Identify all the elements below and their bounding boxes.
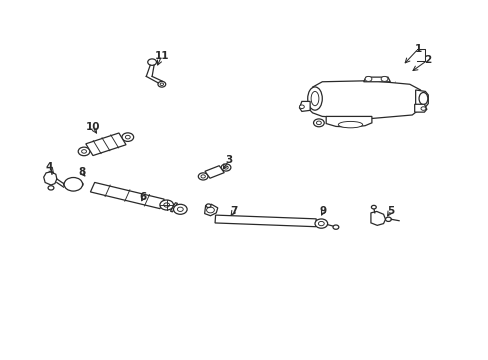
Ellipse shape	[198, 173, 207, 180]
Ellipse shape	[201, 175, 205, 178]
Ellipse shape	[81, 150, 86, 153]
Ellipse shape	[206, 207, 214, 213]
Ellipse shape	[314, 219, 327, 228]
Ellipse shape	[63, 180, 83, 188]
Ellipse shape	[68, 178, 78, 190]
Polygon shape	[170, 203, 177, 212]
Polygon shape	[43, 172, 57, 185]
Polygon shape	[309, 81, 420, 118]
Ellipse shape	[332, 225, 338, 229]
Ellipse shape	[221, 164, 230, 171]
Text: 2: 2	[423, 55, 430, 65]
Ellipse shape	[173, 204, 187, 214]
Polygon shape	[204, 204, 217, 216]
Polygon shape	[90, 183, 164, 209]
Text: 3: 3	[225, 156, 232, 165]
Ellipse shape	[299, 105, 304, 109]
Ellipse shape	[160, 200, 173, 210]
Ellipse shape	[163, 203, 169, 207]
Text: 6: 6	[140, 192, 147, 202]
Ellipse shape	[224, 166, 228, 169]
Polygon shape	[415, 90, 427, 109]
Ellipse shape	[365, 76, 371, 81]
Ellipse shape	[177, 207, 183, 211]
Ellipse shape	[307, 87, 322, 110]
Ellipse shape	[122, 133, 133, 141]
Polygon shape	[299, 102, 309, 111]
Ellipse shape	[313, 119, 324, 127]
Polygon shape	[370, 211, 385, 225]
Ellipse shape	[147, 59, 156, 65]
Polygon shape	[414, 104, 426, 112]
Ellipse shape	[205, 204, 210, 207]
Ellipse shape	[68, 182, 78, 186]
Text: 8: 8	[78, 167, 85, 177]
Ellipse shape	[380, 76, 387, 81]
Ellipse shape	[385, 217, 390, 221]
Ellipse shape	[316, 121, 321, 125]
Ellipse shape	[418, 93, 427, 105]
Text: 10: 10	[85, 122, 100, 132]
Polygon shape	[204, 166, 224, 178]
Polygon shape	[86, 133, 126, 156]
Text: 1: 1	[414, 44, 421, 54]
Ellipse shape	[78, 147, 90, 156]
Ellipse shape	[125, 135, 130, 139]
Ellipse shape	[160, 83, 163, 86]
Text: 5: 5	[386, 206, 393, 216]
Ellipse shape	[48, 186, 54, 190]
Ellipse shape	[158, 81, 165, 87]
Polygon shape	[215, 215, 316, 227]
Ellipse shape	[420, 107, 425, 111]
Ellipse shape	[371, 205, 375, 209]
Text: 11: 11	[154, 51, 169, 61]
Text: 9: 9	[319, 206, 326, 216]
Ellipse shape	[318, 221, 324, 226]
Ellipse shape	[64, 177, 82, 191]
Ellipse shape	[338, 121, 362, 128]
Polygon shape	[325, 116, 371, 127]
Polygon shape	[363, 77, 389, 82]
Ellipse shape	[310, 91, 318, 106]
Text: 4: 4	[45, 162, 53, 172]
Text: 7: 7	[230, 206, 237, 216]
